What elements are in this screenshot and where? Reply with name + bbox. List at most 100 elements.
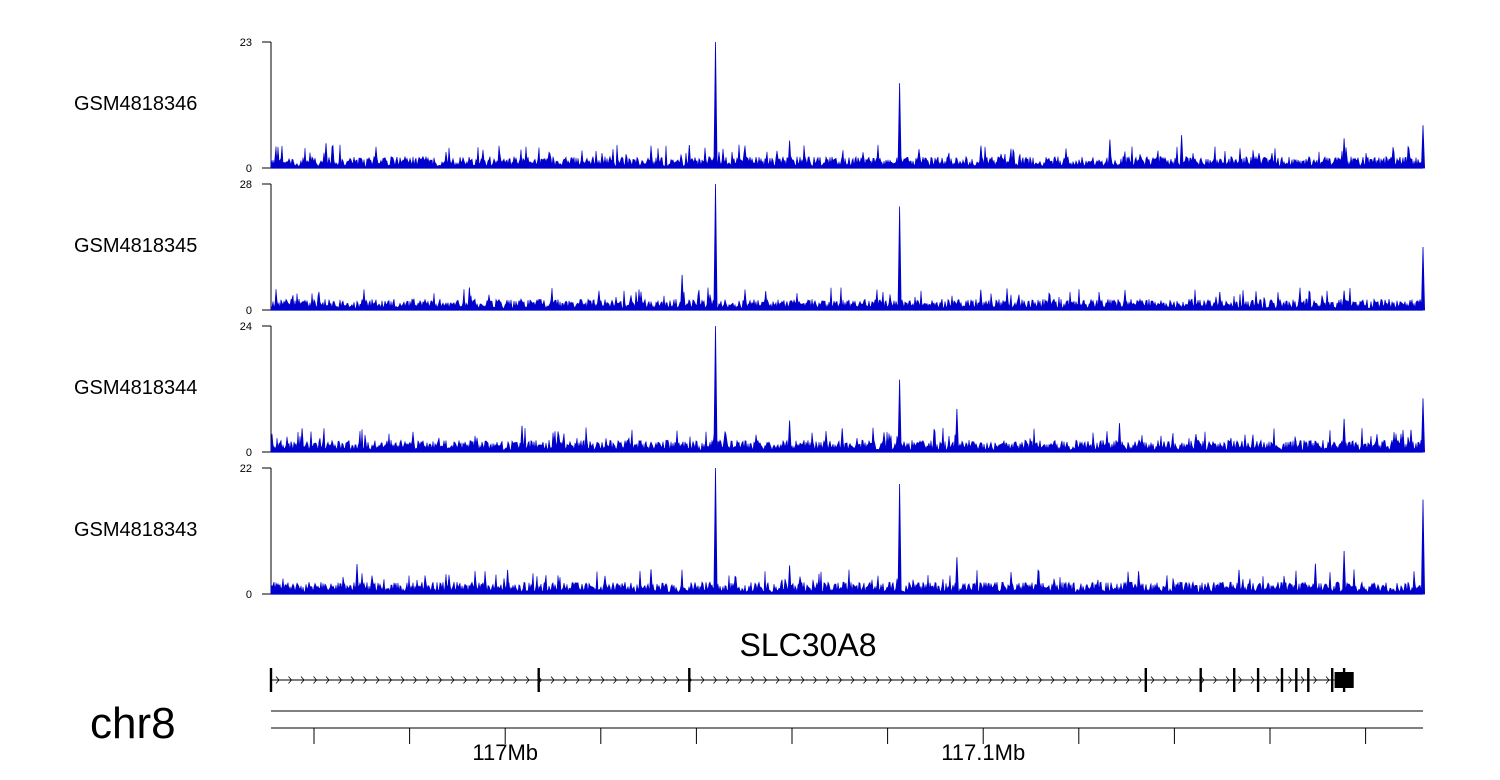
strand-arrow (450, 676, 455, 684)
signal-peak (1420, 499, 1426, 595)
strand-arrow (800, 676, 805, 684)
strand-arrow (788, 676, 793, 684)
strand-arrow (1063, 676, 1068, 684)
y-max-label: 23 (240, 37, 252, 49)
strand-arrow (713, 676, 718, 684)
track-label: GSM4818346 (74, 93, 197, 115)
y-min-label: 0 (246, 163, 252, 175)
strand-arrow (288, 676, 293, 684)
signal-background (270, 569, 1424, 595)
track-label: GSM4818344 (74, 377, 197, 399)
strand-arrow (475, 676, 480, 684)
signal-peak (467, 287, 472, 311)
strand-arrow (400, 676, 405, 684)
strand-arrow (1075, 676, 1080, 684)
signal-peak (648, 569, 654, 595)
signal-peak (1217, 291, 1222, 311)
exon (1331, 668, 1334, 692)
signal-peak (1342, 550, 1347, 595)
axis-ticks: 117Mb 117.1Mb (313, 728, 1367, 765)
strand-arrow (925, 676, 930, 684)
signal-peak (1136, 571, 1141, 595)
strand-arrow (950, 676, 955, 684)
strand-arrow (963, 676, 968, 684)
strand-arrow (763, 676, 768, 684)
exon (1295, 668, 1298, 692)
strand-arrow (300, 676, 305, 684)
signal-peak (1342, 138, 1347, 169)
strand-arrow (1100, 676, 1105, 684)
strand-arrow (1000, 676, 1005, 684)
track-GSM4818345: GSM4818345 28 0 (74, 179, 1426, 317)
exon (1280, 668, 1284, 692)
strand-arrow (1038, 676, 1043, 684)
signal-peak (787, 420, 792, 453)
exon (1233, 668, 1236, 692)
y-min-label: 0 (246, 447, 252, 459)
strand-arrow (1250, 676, 1255, 684)
tick-label: 117Mb (472, 740, 538, 765)
exon (1199, 668, 1202, 692)
strand-arrow (625, 676, 630, 684)
strand-arrow (863, 676, 868, 684)
gene-name-label: SLC30A8 (740, 627, 877, 663)
signal-peak (978, 147, 983, 169)
strand-arrow (1025, 676, 1030, 684)
signal-peak (687, 144, 692, 169)
strand-arrow (1088, 676, 1093, 684)
strand-arrow (988, 676, 993, 684)
signal-peak (840, 428, 845, 453)
signal-peak (787, 140, 792, 169)
strand-arrow (838, 676, 843, 684)
signal-peak (897, 206, 902, 311)
signal-peak (1236, 569, 1242, 595)
signal-peak (763, 291, 768, 311)
tick-label: 117.1Mb (941, 740, 1025, 765)
signal-background (270, 287, 1424, 311)
signal-peak (1117, 423, 1122, 453)
strand-arrow (1188, 676, 1193, 684)
strand-arrow (900, 676, 905, 684)
signal-peak (954, 408, 959, 453)
signal-peak (978, 289, 983, 311)
strand-arrow (613, 676, 618, 684)
exon (537, 668, 540, 692)
signal-peak (354, 564, 360, 595)
strand-arrow (875, 676, 880, 684)
strand-arrow (1275, 676, 1280, 684)
strand-arrow (313, 676, 318, 684)
signal-peak (713, 183, 718, 311)
gene-track: SLC30A8 (269, 627, 1354, 692)
chromosome-label: chr8 (90, 699, 176, 748)
signal-peak (1342, 418, 1347, 453)
track-label: GSM4818345 (74, 235, 197, 257)
strand-arrow (1050, 676, 1055, 684)
signal-peak (954, 557, 959, 595)
strand-arrow (1263, 676, 1268, 684)
signal-background (270, 144, 1424, 169)
strand-arrow (1213, 676, 1218, 684)
track-GSM4818343: GSM4818343 22 0 (74, 463, 1426, 601)
strand-arrow (750, 676, 755, 684)
strand-arrow (1113, 676, 1118, 684)
signal-peak (1313, 563, 1318, 595)
signal-peak (897, 83, 902, 169)
y-max-label: 24 (240, 321, 252, 333)
signal-peak (1420, 125, 1426, 169)
strand-arrow (850, 676, 855, 684)
strand-arrow (1200, 676, 1205, 684)
signal-peak (505, 569, 510, 595)
strand-arrow (650, 676, 655, 684)
signal-peak (1179, 135, 1184, 169)
strand-arrow (363, 676, 368, 684)
strand-arrow (913, 676, 918, 684)
strand-arrow (1163, 676, 1168, 684)
strand-arrow (738, 676, 743, 684)
strand-arrow (350, 676, 355, 684)
strand-arrow (425, 676, 430, 684)
y-max-label: 22 (240, 463, 252, 475)
strand-arrow (1300, 676, 1305, 684)
strand-arrow (1138, 676, 1143, 684)
strand-arrow (975, 676, 980, 684)
